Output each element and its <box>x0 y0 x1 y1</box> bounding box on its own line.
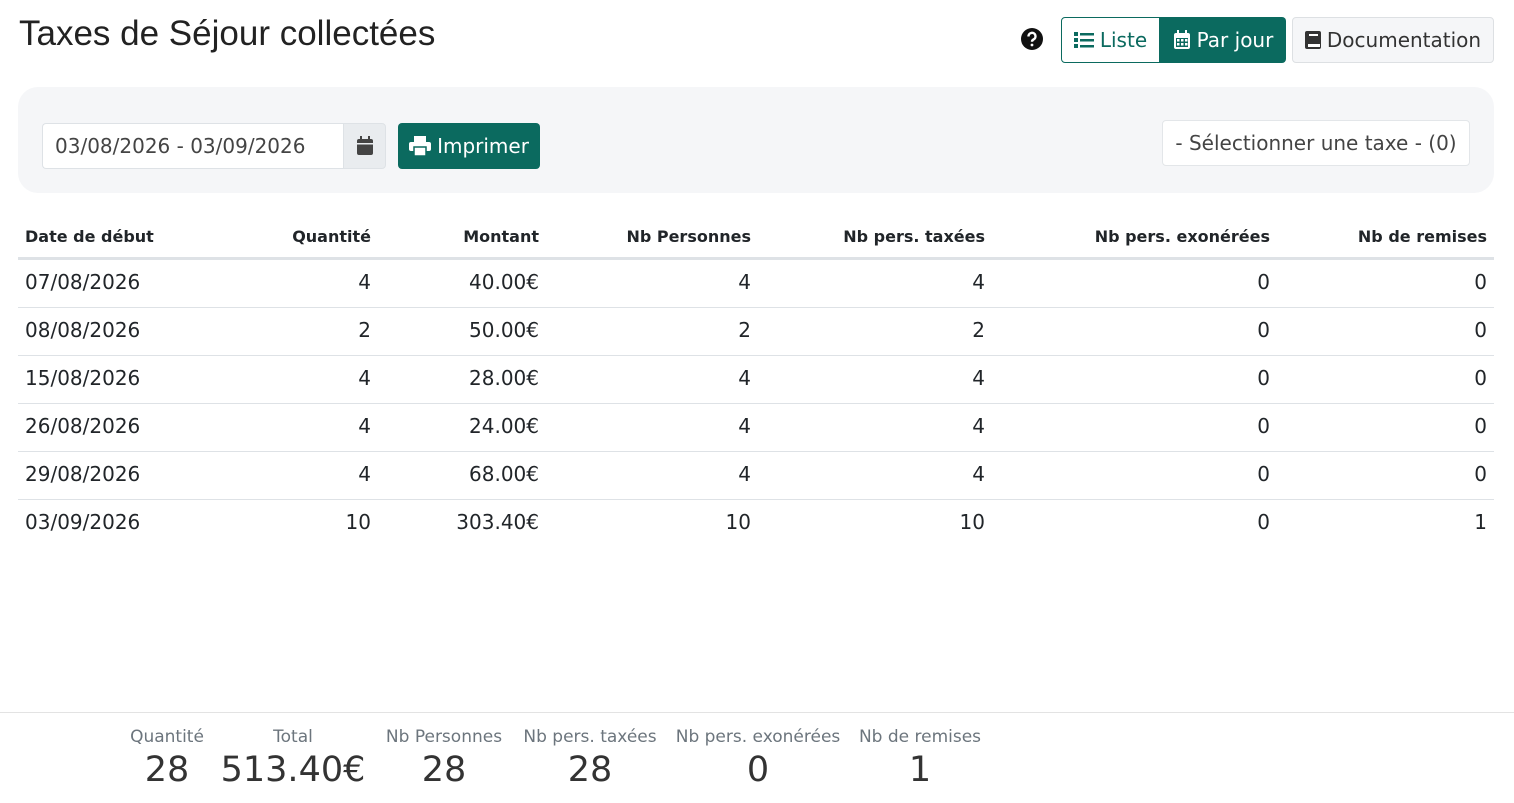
table-cell: 0 <box>1474 462 1487 486</box>
total-value: 28 <box>144 750 190 790</box>
table-cell: 303.40€ <box>456 510 539 534</box>
total-label: Nb Personnes <box>385 727 503 747</box>
calendar-icon <box>1173 30 1190 49</box>
table-cell: 29/08/2026 <box>25 462 141 486</box>
table-cell: 4 <box>738 414 751 438</box>
table-cell: 0 <box>1474 270 1487 294</box>
table-cell: 28.00€ <box>469 366 539 390</box>
table-cell: 50.00€ <box>469 318 539 342</box>
row-divider <box>18 403 1494 404</box>
total-label: Nb de remises <box>858 727 982 747</box>
table-cell: 0 <box>1257 462 1270 486</box>
table-cell: 24.00€ <box>469 414 539 438</box>
select-label: - Sélectionner une taxe - (0) <box>1175 131 1457 155</box>
table-cell: 4 <box>972 462 985 486</box>
documentation-button[interactable]: Documentation <box>1292 17 1494 63</box>
date-range-input[interactable]: 03/08/2026 - 03/09/2026 <box>42 123 343 169</box>
table-cell: 10 <box>345 510 371 534</box>
total-label: Total <box>273 727 313 747</box>
table-cell: 4 <box>972 270 985 294</box>
button-label: Liste <box>1099 28 1148 52</box>
total-label: Nb pers. exonérées <box>675 727 841 747</box>
table-cell: 4 <box>358 366 371 390</box>
table-cell: 2 <box>358 318 371 342</box>
page-title: Taxes de Séjour collectées <box>19 14 436 53</box>
total-value: 1 <box>908 750 932 790</box>
table-cell: 26/08/2026 <box>25 414 141 438</box>
table-cell: 0 <box>1474 318 1487 342</box>
total-value: 0 <box>746 750 770 790</box>
column-header: Date de début <box>25 227 154 246</box>
calendar-addon[interactable] <box>343 123 386 169</box>
table-cell: 0 <box>1257 366 1270 390</box>
print-button[interactable]: Imprimer <box>398 123 540 169</box>
table-cell: 4 <box>972 414 985 438</box>
table-cell: 4 <box>738 462 751 486</box>
column-header: Nb pers. taxées <box>843 227 985 246</box>
table-header-border <box>18 257 1494 260</box>
table-cell: 10 <box>959 510 985 534</box>
row-divider <box>18 499 1494 500</box>
table-cell: 10 <box>725 510 751 534</box>
list-icon <box>1073 32 1094 48</box>
column-header: Nb Personnes <box>626 227 751 246</box>
table-cell: 0 <box>1474 414 1487 438</box>
table-cell: 4 <box>358 462 371 486</box>
table-cell: 68.00€ <box>469 462 539 486</box>
total-value: 28 <box>421 750 467 790</box>
table-cell: 4 <box>972 366 985 390</box>
date-range: 03/08/2026 - 03/09/2026 <box>55 134 306 158</box>
total-label: Nb pers. taxées <box>523 727 657 747</box>
table-cell: 07/08/2026 <box>25 270 141 294</box>
table-cell: 0 <box>1257 270 1270 294</box>
total-value: 28 <box>567 750 613 790</box>
table-cell: 2 <box>972 318 985 342</box>
totals-bar <box>0 712 1514 803</box>
help-icon[interactable] <box>1020 27 1044 51</box>
column-header: Quantité <box>292 227 371 246</box>
column-header: Montant <box>463 227 539 246</box>
per-day-button[interactable]: Par jour <box>1160 17 1286 63</box>
row-divider <box>18 307 1494 308</box>
table-cell: 03/09/2026 <box>25 510 141 534</box>
row-divider <box>18 355 1494 356</box>
table-cell: 4 <box>738 270 751 294</box>
button-label: Par jour <box>1196 28 1274 52</box>
table-cell: 0 <box>1257 318 1270 342</box>
total-value: 513.40€ <box>220 750 366 790</box>
row-divider <box>18 451 1494 452</box>
table-cell: 40.00€ <box>469 270 539 294</box>
table-cell: 4 <box>358 270 371 294</box>
table-cell: 1 <box>1474 510 1487 534</box>
print-icon <box>409 136 432 156</box>
table-cell: 0 <box>1257 414 1270 438</box>
table-cell: 0 <box>1257 510 1270 534</box>
calendar-icon <box>356 136 373 155</box>
table-cell: 08/08/2026 <box>25 318 141 342</box>
button-label: Documentation <box>1326 28 1482 52</box>
table-cell: 2 <box>738 318 751 342</box>
list-view-button[interactable]: Liste <box>1061 17 1160 63</box>
column-header: Nb pers. exonérées <box>1094 227 1270 246</box>
button-label: Imprimer <box>437 134 529 158</box>
table-cell: 4 <box>738 366 751 390</box>
book-icon <box>1304 31 1321 49</box>
table-cell: 15/08/2026 <box>25 366 141 390</box>
table-cell: 4 <box>358 414 371 438</box>
table-cell: 0 <box>1474 366 1487 390</box>
tax-select[interactable]: - Sélectionner une taxe - (0) <box>1162 120 1470 166</box>
total-label: Quantité <box>130 727 204 747</box>
column-header: Nb de remises <box>1357 227 1487 246</box>
